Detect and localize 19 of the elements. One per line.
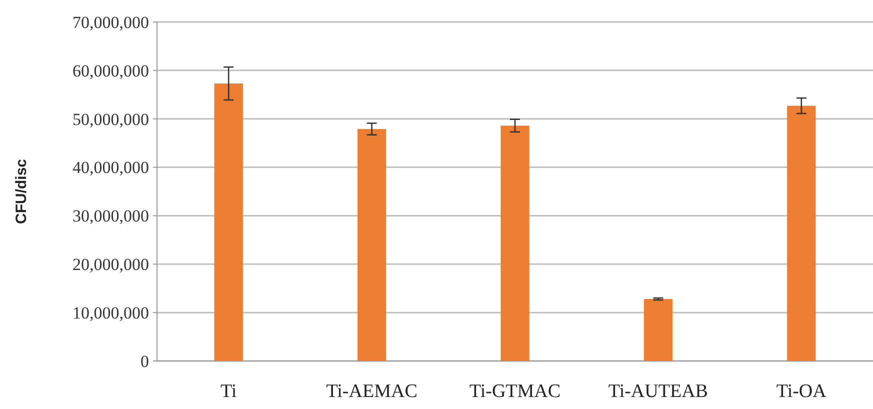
bar [214,84,243,361]
y-tick-label: 0 [140,352,149,371]
y-tick-label: 30,000,000 [72,206,149,226]
y-tick-label: 10,000,000 [72,304,149,323]
y-tick-label: 70,000,000 [72,12,149,32]
x-tick-label: Ti-GTMAC [469,381,561,402]
y-tick-label: 50,000,000 [72,110,149,129]
y-axis-title: CFU/disc [13,158,30,224]
y-tick-label: 60,000,000 [72,61,149,80]
bar [357,129,386,361]
bar [500,126,530,361]
x-tick-label: Ti-AUTEAB [608,381,708,402]
x-tick-label: Ti-AEMAC [326,381,418,402]
x-tick-label: Ti-OA [776,381,827,402]
bar [644,299,673,361]
x-tick-label: Ti [220,381,237,402]
y-tick-label: 20,000,000 [72,255,149,274]
bar [787,106,816,361]
y-tick-label: 40,000,000 [72,158,149,178]
